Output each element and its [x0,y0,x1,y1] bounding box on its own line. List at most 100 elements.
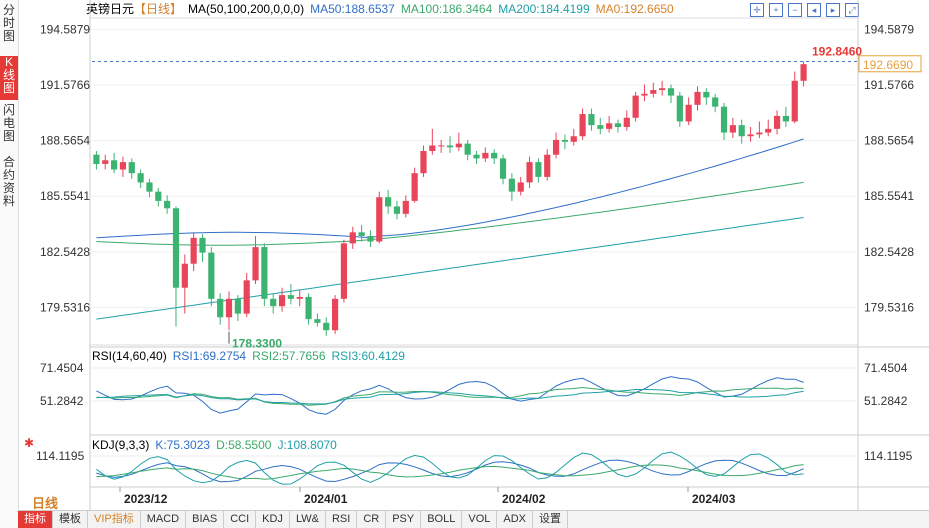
candle-body [588,114,595,126]
indicator-tab[interactable]: PSY [386,511,422,528]
crosshair-icon[interactable]: ✛ [750,3,764,17]
rsi-tick-left: 71.4504 [40,361,84,375]
candle-body [119,162,127,170]
candle-body [358,232,365,236]
date-label: 2023/12 [124,492,168,506]
indicator-tab[interactable]: MACD [141,511,187,528]
indicator-tab[interactable]: CCI [224,511,257,528]
candle-body [411,173,418,201]
candle-body [93,154,100,164]
price-tick-right: 185.5541 [864,189,914,203]
sidebar: 分时图 K线图 闪电图 合约资料 [0,0,19,528]
zoom-in-icon[interactable]: + [769,3,783,17]
candle-body [535,162,542,177]
indicator-tab[interactable]: CR [357,511,387,528]
low-price-label: 178.3300 [232,337,282,351]
indicator-tab[interactable]: LW& [290,511,326,528]
kdj-j-value: J:108.8070 [277,438,337,452]
period-button[interactable]: 日线 [32,496,59,511]
candle-body [243,280,250,314]
indicator-tab[interactable]: 设置 [533,511,568,528]
indicator-tab[interactable]: 指标 [18,511,53,528]
tab-contract-info[interactable]: 合约资料 [2,155,15,208]
tab-lightning-chart[interactable]: 闪电图 [2,103,15,143]
move-right-icon[interactable]: ▸ [826,3,840,17]
rsi-tick-left: 51.2842 [40,394,84,408]
candle-body [146,182,153,192]
candle-body [526,162,533,183]
candle-body [561,139,569,142]
price-tick-right: 188.5654 [864,134,914,148]
symbol-name: 英镑日元 [86,2,135,16]
price-tick-right: 179.5316 [864,300,914,314]
candle-body [385,197,392,207]
candle-body [667,88,675,96]
candle-body [331,298,339,331]
price-tick-right: 191.5766 [864,78,914,92]
candle-body [641,93,648,96]
candle-body [473,154,480,159]
candle-body [791,80,798,122]
candle-body [800,64,807,81]
candle-body [499,158,507,179]
candle-body [190,237,197,264]
candle-body [393,206,401,214]
kdj-k-value: K:75.3023 [155,438,211,452]
ma100-value: MA100:186.3464 [400,2,493,16]
candle-body [128,162,135,174]
current-price-label: 192.6690 [863,58,913,72]
candle-body [323,322,330,331]
candle-body [738,125,745,137]
candle-body [376,197,383,242]
candle-body [623,117,630,127]
tab-k-line[interactable]: K线图 [0,56,18,100]
kdj-j-line [96,451,804,485]
indicator-tab[interactable]: VOL [462,511,498,528]
candle-body [455,143,462,148]
candle-body [508,178,515,192]
candle-body [402,200,409,214]
zoom-out-icon[interactable]: − [788,3,802,17]
price-tick-left: 194.5879 [40,22,90,36]
indicator-tab[interactable]: BOLL [421,511,463,528]
indicator-tab[interactable]: 模板 [53,511,88,528]
current-price-tag [858,55,922,73]
date-label: 2024/01 [304,492,348,506]
date-label: 2024/03 [692,492,736,506]
indicator-tab[interactable]: RSI [326,511,358,528]
candle-body [278,295,286,307]
indicator-tab[interactable]: VIP指标 [88,511,141,528]
candle-body [614,123,622,127]
indicator-tabs: 指标 模板 VIP指标 MACD BIAS CCI KDJ LW& RSI CR PSY BOLL VO… [18,510,929,528]
rsi1-value: RSI1:69.2754 [172,349,247,363]
ma-params[interactable]: MA(50,100,200,0,0,0) [188,2,305,16]
indicator-tab[interactable]: KDJ [256,511,290,528]
indicator-tab[interactable]: ADX [497,511,533,528]
candle-body [438,145,445,147]
kdj-tick-right: 114.1195 [864,449,913,463]
kdj-d-line [96,464,804,480]
candle-body [544,154,551,177]
high-price-label: 192.8460 [812,44,862,58]
candle-body [137,173,144,183]
indicator-tab[interactable]: BIAS [186,511,225,528]
candle-body [747,134,754,137]
price-tick-left: 179.5316 [40,300,90,314]
settings-gear-icon[interactable]: ✱ [24,436,35,450]
candle-body [729,125,736,133]
tab-time-chart[interactable]: 分时图 [2,3,15,43]
kdj-tick-left: 114.1195 [36,449,85,463]
rsi-title: RSI(14,60,40) [92,349,167,363]
ma200-value: MA200:184.4199 [498,2,590,16]
move-left-icon[interactable]: ◂ [807,3,821,17]
candle-body [252,247,259,281]
ma200-line [96,217,804,320]
candle-body [579,114,586,137]
candle-body [164,200,171,209]
rsi-tick-right: 71.4504 [864,361,908,375]
price-tick-left: 185.5541 [40,189,90,203]
candle-body [632,95,639,118]
price-tick-right: 182.5428 [864,245,914,259]
candle-body [270,298,277,307]
